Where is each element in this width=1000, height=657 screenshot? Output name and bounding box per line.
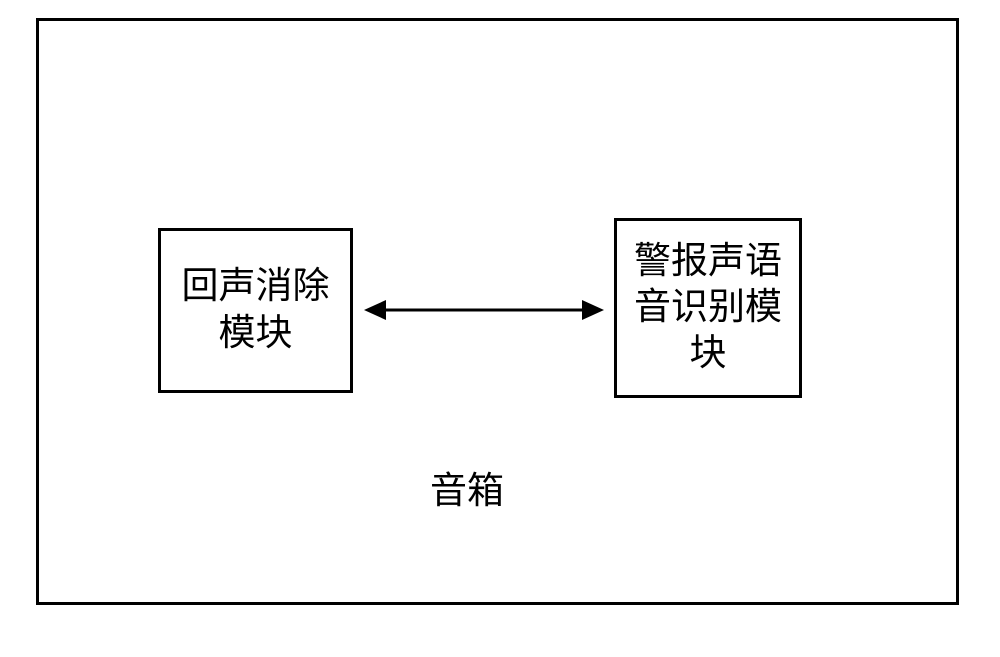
edge-bidirectional-arrow <box>340 298 628 322</box>
node-echo-label: 回声消除模块 <box>182 264 330 357</box>
node-alarm-recognition: 警报声语音识别模块 <box>614 218 802 398</box>
diagram-caption: 音箱 <box>430 460 504 514</box>
node-alarm-label: 警报声语音识别模块 <box>634 239 782 378</box>
diagram-canvas: 回声消除模块 警报声语音识别模块 音箱 <box>0 0 1000 657</box>
node-echo-cancellation: 回声消除模块 <box>158 228 353 393</box>
